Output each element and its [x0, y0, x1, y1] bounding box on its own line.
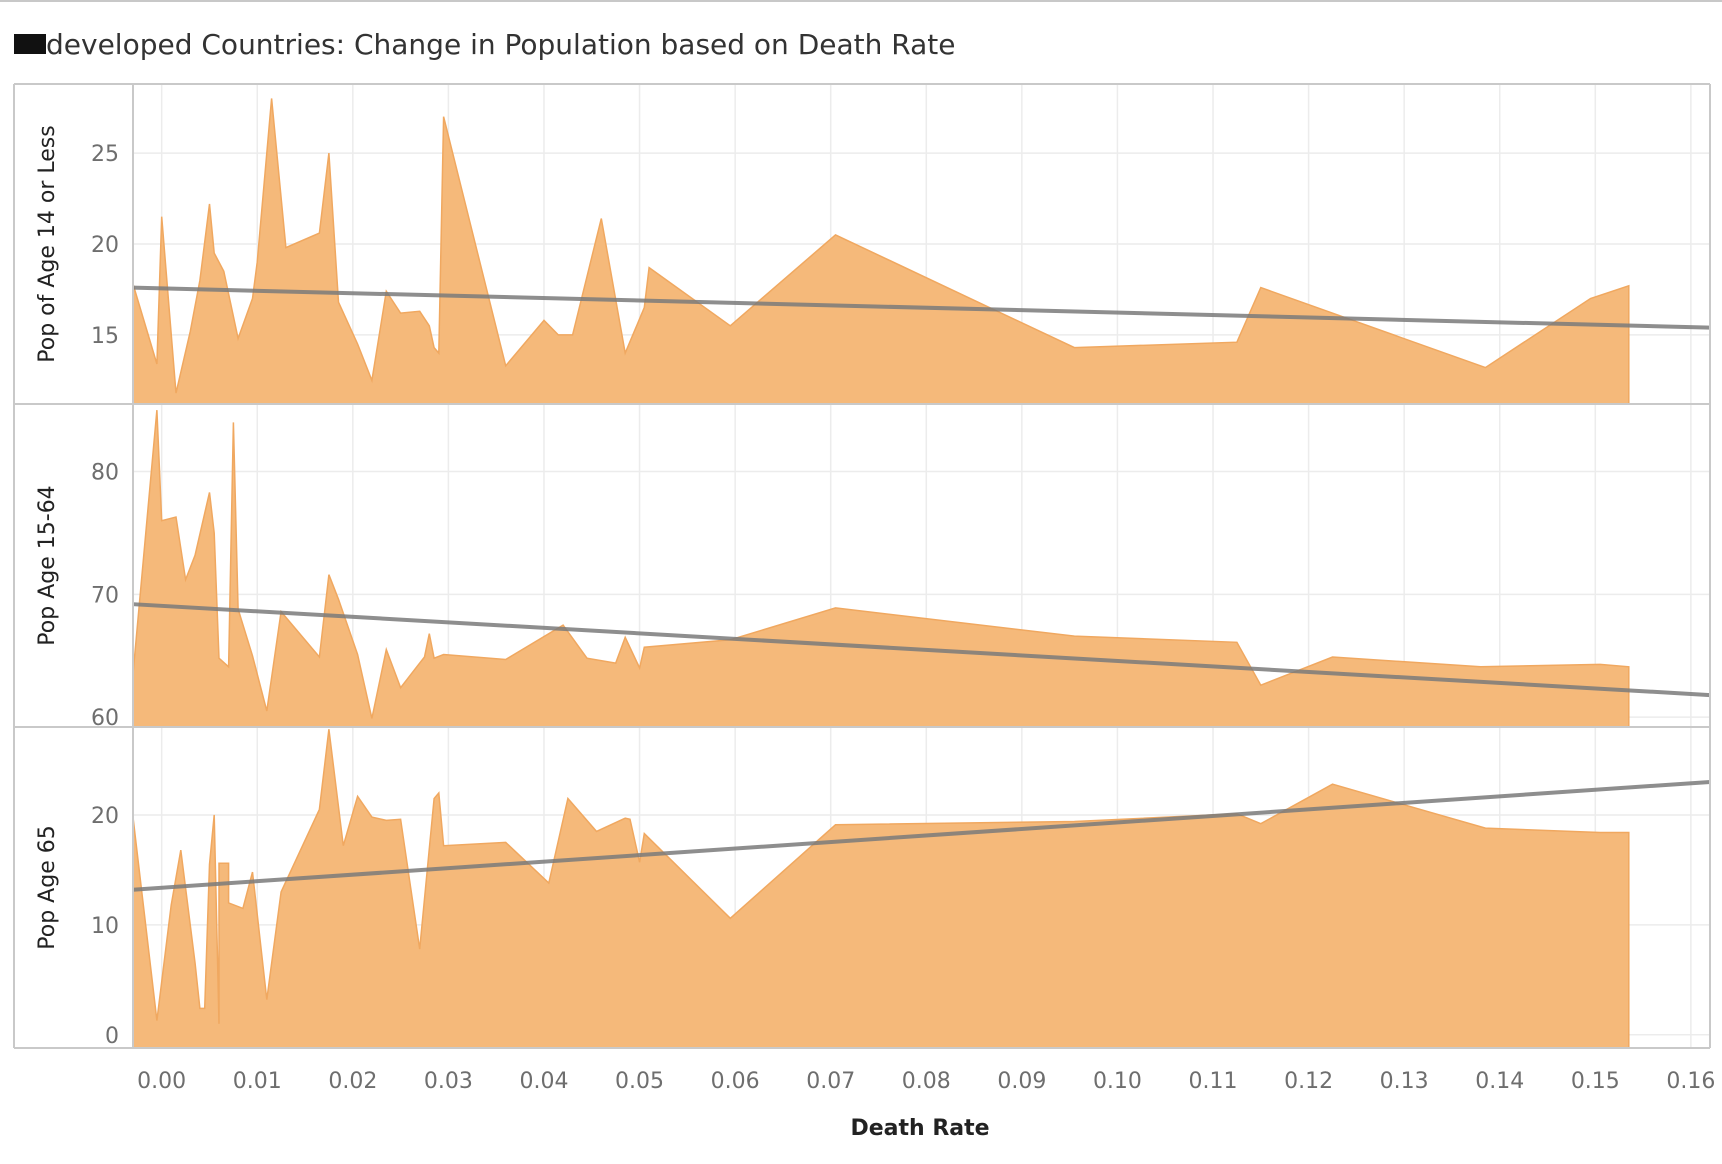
x-tick-label: 0.09: [997, 1069, 1046, 1094]
y-axis-label: Pop of Age 14 or Less: [35, 125, 60, 362]
x-tick-label: 0.06: [711, 1069, 760, 1094]
y-tick-label: 10: [91, 914, 119, 939]
y-tick-label: 20: [91, 804, 119, 829]
y-tick-label: 25: [91, 142, 119, 167]
y-tick-label: 80: [91, 461, 119, 486]
x-tick-label: 0.13: [1380, 1069, 1429, 1094]
trend-line: [132, 285, 1711, 330]
x-tick-label: 0.01: [233, 1069, 282, 1094]
x-tick-label: 0.12: [1284, 1069, 1333, 1094]
y-tick-label: 20: [91, 233, 119, 258]
panel-1: 15 20 25 Pop of Age 14 or Less: [13, 83, 1711, 405]
x-tick-label: 0.16: [1666, 1069, 1715, 1094]
y-axis-label: Pop Age 65: [35, 825, 60, 949]
y-axis-label: Pop Age 15-64: [35, 485, 60, 645]
top-border: [0, 0, 1722, 2]
x-tick-label: 0.11: [1189, 1069, 1238, 1094]
trend-line: [132, 779, 1711, 892]
chart-title: developed Countries: Change in Populatio…: [46, 27, 956, 61]
y-tick-label: 70: [91, 583, 119, 608]
x-tick-label: 0.02: [328, 1069, 377, 1094]
area-series: [132, 410, 1630, 728]
trend-line: [132, 602, 1711, 698]
redaction-mark: [14, 34, 46, 54]
x-tick-label: 0.07: [806, 1069, 855, 1094]
x-tick-label: 0.15: [1571, 1069, 1620, 1094]
y-tick-label: 0: [105, 1024, 119, 1049]
y-tick-label: 15: [91, 324, 119, 349]
chart-title-row: developed Countries: Change in Populatio…: [14, 26, 955, 62]
panel-3: 0 10 20 Pop Age 65: [13, 726, 1711, 1049]
x-tick-label: 0.04: [519, 1069, 568, 1094]
x-tick-label: 0.00: [137, 1069, 186, 1094]
x-axis-label: Death Rate: [850, 1116, 989, 1141]
x-tick-label: 0.08: [902, 1069, 951, 1094]
x-tick-label: 0.14: [1475, 1069, 1524, 1094]
x-tick-label: 0.03: [424, 1069, 473, 1094]
x-tick-label: 0.10: [1093, 1069, 1142, 1094]
area-series: [132, 729, 1630, 1049]
x-tick-label: 0.05: [615, 1069, 664, 1094]
